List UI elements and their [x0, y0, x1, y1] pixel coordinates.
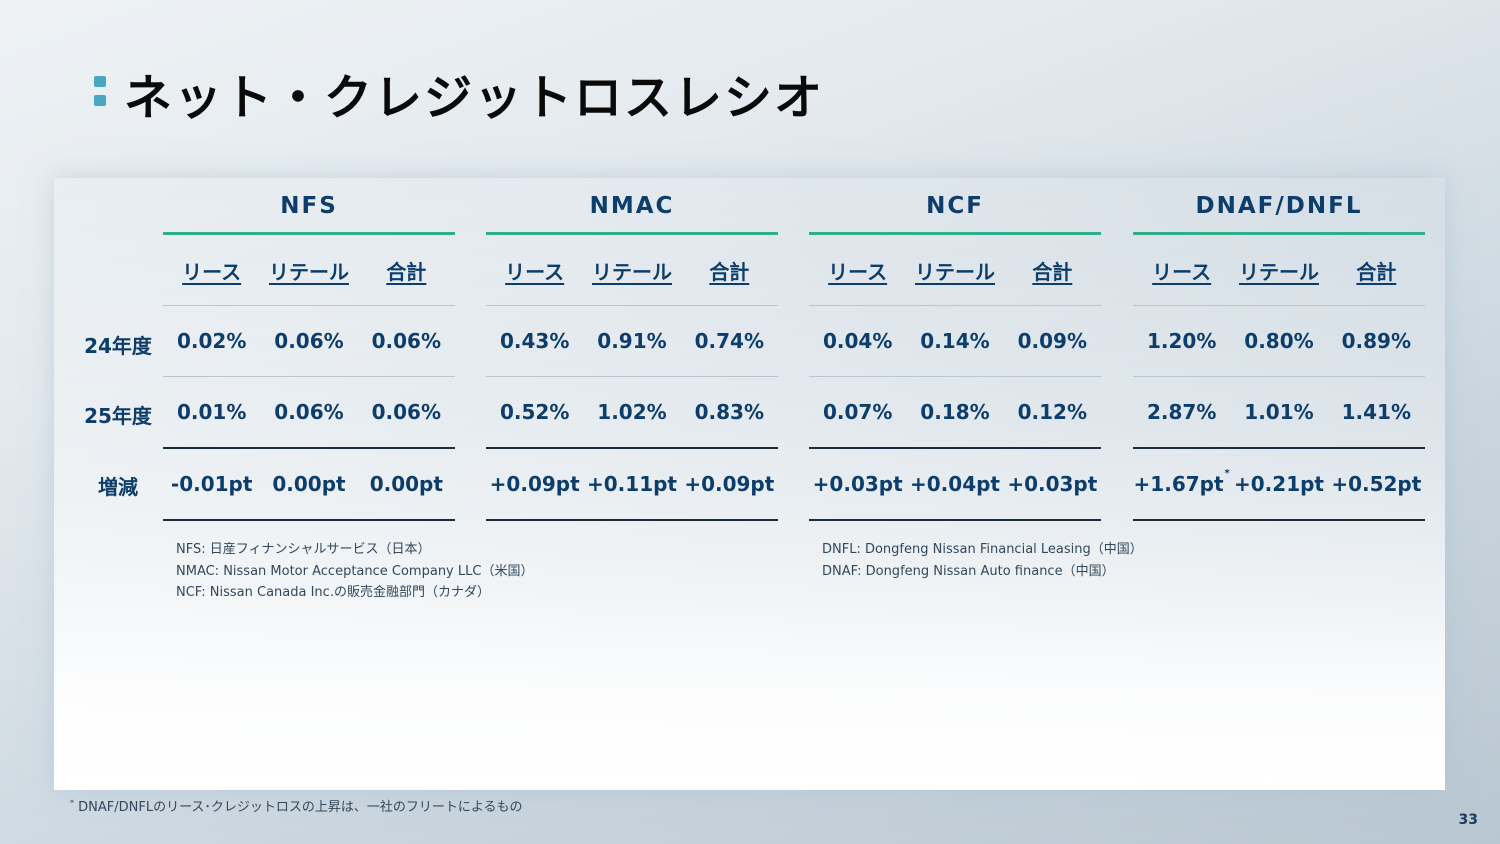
table-row: 0.43% 0.91% 0.74%	[486, 306, 778, 377]
table-row-change: +1.67pt* +0.21pt +0.52pt	[1133, 449, 1425, 521]
table-row-change: -0.01pt 0.00pt 0.00pt	[163, 449, 455, 521]
footnote: * DNAF/DNFLのリース･クレジットロスの上昇は、一社のフリートによるもの	[70, 796, 523, 815]
table-row: 0.02% 0.06% 0.06%	[163, 306, 455, 377]
footnote-text: DNAF/DNFLのリース･クレジットロスの上昇は、一社のフリートによるもの	[74, 800, 523, 815]
table-cell: 0.06%	[274, 400, 344, 424]
table-cell-with-note: +1.67pt*	[1133, 468, 1230, 496]
group-nfs: NFS リース リテール 合計 0.02% 0.06% 0.06% 0.01% …	[163, 188, 455, 521]
group-title: DNAF/DNFL	[1133, 188, 1425, 235]
table-cell: 0.06%	[371, 329, 442, 353]
table-cell: 1.02%	[597, 400, 667, 424]
table-cell: +0.21pt	[1234, 472, 1324, 496]
table-cell: -0.01pt	[170, 472, 253, 496]
page-title: ネット・クレジットロスレシオ	[124, 70, 825, 126]
table-row: 2.87% 1.01% 1.41%	[1133, 377, 1425, 449]
footnote-marker: *	[1224, 468, 1230, 479]
table-cell: 0.00pt	[272, 472, 346, 496]
column-header-row: リース リテール 合計	[163, 235, 455, 306]
table-row: 0.52% 1.02% 0.83%	[486, 377, 778, 449]
table-cell: 0.06%	[274, 329, 344, 353]
column-header-lease: リース	[1152, 259, 1212, 284]
column-header-retail: リテール	[591, 259, 672, 284]
table-cell: 0.43%	[499, 329, 570, 353]
column-header-row: リース リテール 合計	[809, 235, 1101, 306]
column-header-total: 合計	[386, 259, 427, 284]
table-cell: 1.41%	[1341, 400, 1412, 424]
table-cell: 0.07%	[822, 400, 893, 424]
column-header-lease: リース	[505, 259, 565, 284]
table-cell: 1.20%	[1146, 329, 1217, 353]
table-row: 0.01% 0.06% 0.06%	[163, 377, 455, 449]
column-header-row: リース リテール 合計	[486, 235, 778, 306]
table-row-change: +0.09pt +0.11pt +0.09pt	[486, 449, 778, 521]
table-cell: 2.87%	[1146, 400, 1217, 424]
table-cell: +0.52pt	[1331, 472, 1422, 496]
table-cell: 0.83%	[694, 400, 765, 424]
notes-left: NFS: 日産フィナンシャルサービス（日本） NMAC: Nissan Moto…	[176, 539, 533, 604]
column-header-lease: リース	[828, 259, 888, 284]
group-title: NMAC	[486, 188, 778, 235]
table-cell: 0.52%	[499, 400, 570, 424]
row-label-fy25: 25年度	[84, 404, 152, 428]
page-number: 33	[1458, 812, 1478, 828]
title-bullet-icon	[94, 76, 106, 106]
note-dnaf: DNAF: Dongfeng Nissan Auto finance（中国）	[822, 563, 1115, 579]
column-header-retail: リテール	[268, 259, 349, 284]
table-cell: +0.04pt	[910, 472, 1000, 496]
table-cell: 0.18%	[920, 400, 990, 424]
table-cell: 1.01%	[1244, 400, 1314, 424]
row-label-fy24: 24年度	[84, 334, 152, 358]
table-cell: 0.04%	[822, 329, 893, 353]
footnote-mark: *	[70, 798, 74, 808]
group-nmac: NMAC リース リテール 合計 0.43% 0.91% 0.74% 0.52%…	[486, 188, 778, 521]
group-dnaf-dnfl: DNAF/DNFL リース リテール 合計 1.20% 0.80% 0.89% …	[1133, 188, 1425, 521]
note-nfs: NFS: 日産フィナンシャルサービス（日本）	[176, 542, 431, 557]
column-header-lease: リース	[182, 259, 242, 284]
group-ncf: NCF リース リテール 合計 0.04% 0.14% 0.09% 0.07% …	[809, 188, 1101, 521]
content-panel	[54, 178, 1445, 790]
table-cell: 0.02%	[176, 329, 247, 353]
column-header-total: 合計	[1356, 259, 1397, 284]
table-cell: 0.00pt	[369, 472, 443, 496]
table-cell: +0.09pt	[684, 472, 775, 496]
table-row: 0.07% 0.18% 0.12%	[809, 377, 1101, 449]
table-row-change: +0.03pt +0.04pt +0.03pt	[809, 449, 1101, 521]
note-nmac: NMAC: Nissan Motor Acceptance Company LL…	[176, 563, 534, 579]
column-header-total: 合計	[709, 259, 750, 284]
table-cell: 0.09%	[1017, 329, 1088, 353]
table-cell: 0.12%	[1017, 400, 1088, 424]
group-title: NFS	[163, 188, 455, 235]
column-header-total: 合計	[1032, 259, 1073, 284]
notes-right: DNFL: Dongfeng Nissan Financial Leasing（…	[822, 539, 1143, 582]
column-header-row: リース リテール 合計	[1133, 235, 1425, 306]
table-cell: 0.74%	[694, 329, 765, 353]
table-cell: 0.91%	[597, 329, 667, 353]
table-cell: 0.80%	[1244, 329, 1314, 353]
cell-value: +1.67pt	[1133, 472, 1224, 496]
table-cell: 0.89%	[1341, 329, 1412, 353]
note-ncf: NCF: Nissan Canada Inc.の販売金融部門（カナダ）	[176, 585, 490, 600]
column-header-retail: リテール	[1238, 259, 1319, 284]
table-cell: +0.03pt	[1007, 472, 1098, 496]
table-cell: 0.06%	[371, 400, 442, 424]
table-cell: +0.09pt	[489, 472, 580, 496]
table-cell: +0.11pt	[587, 472, 677, 496]
column-header-retail: リテール	[914, 259, 995, 284]
table-row: 1.20% 0.80% 0.89%	[1133, 306, 1425, 377]
table-row: 0.04% 0.14% 0.09%	[809, 306, 1101, 377]
note-dnfl: DNFL: Dongfeng Nissan Financial Leasing（…	[822, 542, 1143, 557]
table-cell: 0.14%	[920, 329, 990, 353]
group-title: NCF	[809, 188, 1101, 235]
table-cell: +0.03pt	[812, 472, 903, 496]
table-cell: 0.01%	[176, 400, 247, 424]
row-label-change: 増減	[98, 475, 138, 499]
